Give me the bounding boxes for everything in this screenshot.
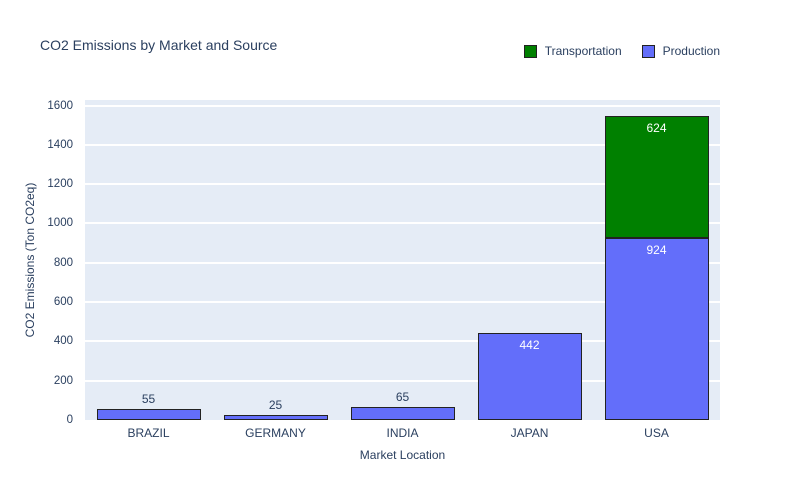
y-tick-label: 400 [53,335,73,348]
x-tick-label-japan: JAPAN [510,426,549,440]
chart-title: CO2 Emissions by Market and Source [40,37,278,53]
bar-segment-production-usa[interactable]: 924 [604,238,709,420]
y-tick-label: 200 [53,374,73,387]
x-tick-label-usa: USA [644,426,669,440]
y-tick-label: 1600 [47,99,73,112]
transportation-swatch-icon [523,44,537,58]
bar-value-label: 624 [646,120,667,135]
bar-segment-transportation-usa[interactable]: 624 [604,115,709,239]
bar-value-label: 65 [395,390,410,405]
x-axis-title: Market Location [359,448,446,462]
x-tick-label-india: INDIA [386,426,419,440]
legend-label: Production [662,44,720,58]
bar-india[interactable]: 65 [350,100,455,420]
plot-area: 55 25 65 442 924 624 [85,100,720,420]
y-tick-label: 1400 [47,138,73,151]
legend-label: Transportation [544,44,622,58]
y-axis-title: CO2 Emissions (Ton CO2eq) [23,182,37,338]
bar-segment-production-japan[interactable]: 442 [477,333,582,420]
bar-segment-production-germany[interactable] [223,415,328,420]
x-tick-label-brazil: BRAZIL [127,426,170,440]
gridline-1400 [85,143,720,146]
gridline-800 [85,261,720,264]
bar-value-label: 442 [519,338,540,353]
bar-value-label: 924 [646,243,667,258]
bar-segment-production-brazil[interactable] [96,409,201,420]
bar-japan[interactable]: 442 [477,100,582,420]
production-swatch-icon [641,44,655,58]
y-tick-label: 800 [53,256,73,269]
y-tick-label: 600 [53,296,73,309]
gridline-600 [85,301,720,304]
gridline-400 [85,340,720,343]
gridline-1600 [85,104,720,107]
bar-brazil[interactable]: 55 [96,100,201,420]
bar-germany[interactable]: 25 [223,100,328,420]
gridline-1200 [85,183,720,186]
bar-value-label: 25 [268,398,283,413]
x-axis-ticks: BRAZIL GERMANY INDIA JAPAN USA [85,426,720,442]
legend: Transportation Production [523,44,720,58]
bar-segment-production-india[interactable] [350,407,455,420]
y-axis-ticks: 0 200 400 600 800 1000 1200 1400 1600 [0,99,79,426]
x-tick-label-germany: GERMANY [245,426,306,440]
gridline-200 [85,379,720,382]
bar-value-label: 55 [141,392,156,407]
bar-usa[interactable]: 924 624 [604,100,709,420]
legend-item-production[interactable]: Production [641,44,720,58]
y-tick-label: 1000 [47,217,73,230]
gridline-1000 [85,222,720,225]
y-tick-label: 1200 [47,178,73,191]
y-tick-label: 0 [66,414,73,426]
legend-item-transportation[interactable]: Transportation [523,44,622,58]
